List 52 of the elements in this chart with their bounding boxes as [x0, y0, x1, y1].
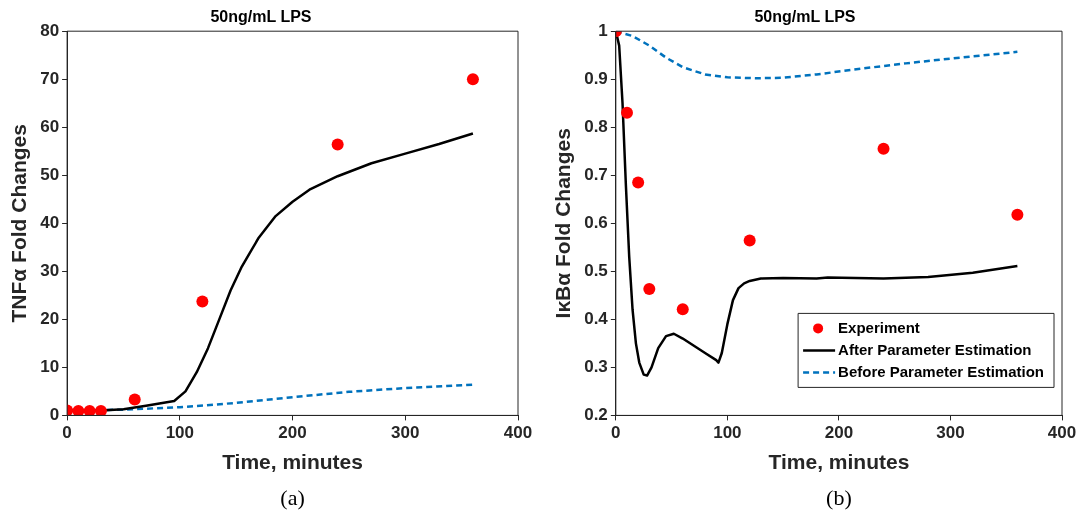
y-tick-label: 0.3	[584, 357, 608, 377]
point	[196, 295, 209, 308]
y-tick-label: 20	[40, 309, 60, 329]
text: (b)	[826, 484, 852, 510]
y-tick-label: 0.2	[584, 405, 608, 425]
y-tick-label: 10	[40, 357, 60, 377]
point	[620, 106, 633, 119]
point	[877, 142, 890, 155]
y-tick-label: 0.9	[584, 68, 608, 88]
x-tick-label: 200	[278, 423, 307, 443]
point	[72, 405, 85, 416]
point	[632, 176, 645, 189]
point	[83, 405, 96, 416]
y-tick-label: 0	[49, 405, 60, 425]
x-tick-label: 100	[713, 423, 742, 443]
y-tick-label: 0.4	[584, 309, 609, 329]
point	[466, 73, 479, 86]
y-tick-label: 30	[40, 261, 60, 281]
x-tick-label: 100	[165, 423, 195, 443]
y-tick-label: 80	[40, 20, 60, 40]
y-tick-label: 40	[40, 212, 60, 232]
point	[676, 303, 689, 316]
legend-label: Before Parameter Estimation	[838, 362, 1044, 380]
text: (a)	[280, 484, 305, 510]
y-tick-label: 0.5	[584, 261, 608, 281]
point	[743, 234, 756, 247]
point	[643, 283, 656, 296]
legend-label: After Parameter Estimation	[838, 340, 1032, 358]
y-tick-label: 1	[598, 20, 608, 40]
chart-title: 50ng/mL LPS	[754, 8, 856, 26]
legend-label: Experiment	[838, 318, 920, 336]
y-tick-label: 70	[40, 68, 60, 88]
x-tick-label: 300	[936, 423, 965, 443]
point	[1011, 208, 1024, 221]
x-tick-label: 300	[391, 423, 420, 443]
y-axis-title: IκBα Fold Changes	[551, 128, 575, 319]
y-axis-title: TNFα Fold Changes	[7, 124, 31, 323]
y-tick-label: 0.6	[584, 212, 608, 232]
x-tick-label: 400	[503, 423, 533, 443]
point	[94, 405, 107, 416]
x-axis-title: Time, minutes	[768, 450, 910, 474]
y-tick-label: 50	[40, 164, 60, 184]
point	[128, 393, 141, 406]
point	[331, 138, 344, 151]
y-tick-label: 0.8	[584, 116, 608, 136]
x-tick-label: 400	[1047, 423, 1077, 443]
x-tick-label: 200	[824, 423, 854, 443]
y-tick-label: 60	[40, 116, 60, 136]
y-tick-label: 0.7	[584, 164, 608, 184]
x-axis-title: Time, minutes	[222, 450, 363, 474]
chart-title: 50ng/mL LPS	[210, 8, 312, 26]
x-tick-label: 0	[611, 423, 621, 443]
